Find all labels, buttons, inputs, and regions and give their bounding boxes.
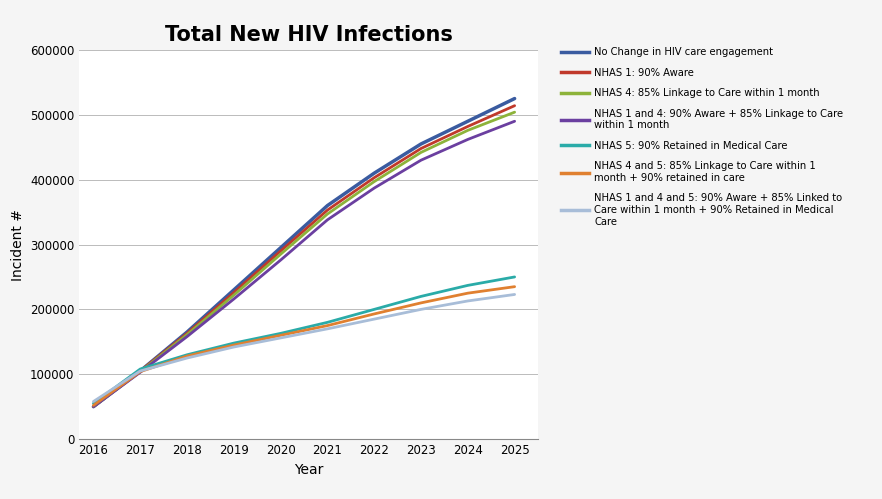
NHAS 1 and 4: 90% Aware + 85% Linkage to Care
within 1 month: (2.02e+03, 3.38e+05): 90% Aware + 85% Linkage to Care within 1… <box>322 217 333 223</box>
NHAS 1 and 4 and 5: 90% Aware + 85% Linked to
Care within 1 month + 90% Retained in Medical
Care: (2.02e+03, 2e+05): 90% Aware + 85% Linked to Care within 1 … <box>415 306 426 312</box>
NHAS 1 and 4: 90% Aware + 85% Linkage to Care
within 1 month: (2.02e+03, 2.76e+05): 90% Aware + 85% Linkage to Care within 1… <box>275 257 286 263</box>
NHAS 4: 85% Linkage to Care within 1 month: (2.02e+03, 5e+04): 85% Linkage to Care within 1 month: (2.0… <box>88 404 99 410</box>
No Change in HIV care engagement <box>415 141 426 147</box>
NHAS 4 and 5: 85% Linkage to Care within 1
month + 90% retained in care: (2.02e+03, 1.75e+05): 85% Linkage to Care within 1 month + 90%… <box>322 323 333 329</box>
NHAS 4: 85% Linkage to Care within 1 month: (2.02e+03, 3.47e+05): 85% Linkage to Care within 1 month: (2.0… <box>322 211 333 217</box>
NHAS 1: 90% Aware: (2.02e+03, 5e+04): 90% Aware: (2.02e+03, 5e+04) <box>88 404 99 410</box>
NHAS 5: 90% Retained in Medical Care: (2.02e+03, 1.08e+05): 90% Retained in Medical Care: (2.02e+03,… <box>135 366 146 372</box>
Line: NHAS 1: 90% Aware: NHAS 1: 90% Aware <box>93 106 514 407</box>
No Change in HIV care engagement <box>275 245 286 251</box>
NHAS 1: 90% Aware: (2.02e+03, 1.63e+05): 90% Aware: (2.02e+03, 1.63e+05) <box>182 330 192 336</box>
NHAS 1 and 4: 90% Aware + 85% Linkage to Care
within 1 month: (2.02e+03, 5e+04): 90% Aware + 85% Linkage to Care within 1… <box>88 404 99 410</box>
NHAS 4 and 5: 85% Linkage to Care within 1
month + 90% retained in care: (2.02e+03, 1.93e+05): 85% Linkage to Care within 1 month + 90%… <box>369 311 379 317</box>
NHAS 1 and 4 and 5: 90% Aware + 85% Linked to
Care within 1 month + 90% Retained in Medical
Care: (2.02e+03, 2.13e+05): 90% Aware + 85% Linked to Care within 1 … <box>462 298 473 304</box>
No Change in HIV care engagement <box>135 368 146 374</box>
NHAS 1 and 4: 90% Aware + 85% Linkage to Care
within 1 month: (2.02e+03, 1.58e+05): 90% Aware + 85% Linkage to Care within 1… <box>182 334 192 340</box>
NHAS 1: 90% Aware: (2.02e+03, 4.48e+05): 90% Aware: (2.02e+03, 4.48e+05) <box>415 146 426 152</box>
NHAS 1: 90% Aware: (2.02e+03, 3.53e+05): 90% Aware: (2.02e+03, 3.53e+05) <box>322 207 333 213</box>
NHAS 4 and 5: 85% Linkage to Care within 1
month + 90% retained in care: (2.02e+03, 5.2e+04): 85% Linkage to Care within 1 month + 90%… <box>88 402 99 408</box>
NHAS 1 and 4 and 5: 90% Aware + 85% Linked to
Care within 1 month + 90% Retained in Medical
Care: (2.02e+03, 1.85e+05): 90% Aware + 85% Linked to Care within 1 … <box>369 316 379 322</box>
NHAS 1: 90% Aware: (2.02e+03, 2.26e+05): 90% Aware: (2.02e+03, 2.26e+05) <box>228 289 239 295</box>
NHAS 4 and 5: 85% Linkage to Care within 1
month + 90% retained in care: (2.02e+03, 2.25e+05): 85% Linkage to Care within 1 month + 90%… <box>462 290 473 296</box>
NHAS 1 and 4 and 5: 90% Aware + 85% Linked to
Care within 1 month + 90% Retained in Medical
Care: (2.02e+03, 1.42e+05): 90% Aware + 85% Linked to Care within 1 … <box>228 344 239 350</box>
NHAS 1 and 4 and 5: 90% Aware + 85% Linked to
Care within 1 month + 90% Retained in Medical
Care: (2.02e+03, 1.05e+05): 90% Aware + 85% Linked to Care within 1 … <box>135 368 146 374</box>
NHAS 4 and 5: 85% Linkage to Care within 1
month + 90% retained in care: (2.02e+03, 2.35e+05): 85% Linkage to Care within 1 month + 90%… <box>509 283 519 289</box>
NHAS 1 and 4 and 5: 90% Aware + 85% Linked to
Care within 1 month + 90% Retained in Medical
Care: (2.02e+03, 1.7e+05): 90% Aware + 85% Linked to Care within 1 … <box>322 326 333 332</box>
Line: No Change in HIV care engagement: No Change in HIV care engagement <box>93 99 514 407</box>
NHAS 1 and 4: 90% Aware + 85% Linkage to Care
within 1 month: (2.02e+03, 3.87e+05): 90% Aware + 85% Linkage to Care within 1… <box>369 185 379 191</box>
NHAS 4: 85% Linkage to Care within 1 month: (2.02e+03, 3.97e+05): 85% Linkage to Care within 1 month: (2.0… <box>369 179 379 185</box>
NHAS 1 and 4 and 5: 90% Aware + 85% Linked to
Care within 1 month + 90% Retained in Medical
Care: (2.02e+03, 1.56e+05): 90% Aware + 85% Linked to Care within 1 … <box>275 335 286 341</box>
No Change in HIV care engagement <box>462 118 473 124</box>
Line: NHAS 1 and 4: 90% Aware + 85% Linkage to Care
within 1 month: NHAS 1 and 4: 90% Aware + 85% Linkage to… <box>93 121 514 407</box>
NHAS 1 and 4: 90% Aware + 85% Linkage to Care
within 1 month: (2.02e+03, 1.03e+05): 90% Aware + 85% Linkage to Care within 1… <box>135 369 146 375</box>
No Change in HIV care engagement <box>322 203 333 209</box>
NHAS 5: 90% Retained in Medical Care: (2.02e+03, 1.3e+05): 90% Retained in Medical Care: (2.02e+03,… <box>182 352 192 358</box>
NHAS 4: 85% Linkage to Care within 1 month: (2.02e+03, 2.85e+05): 85% Linkage to Care within 1 month: (2.0… <box>275 251 286 257</box>
NHAS 1 and 4: 90% Aware + 85% Linkage to Care
within 1 month: (2.02e+03, 2.16e+05): 90% Aware + 85% Linkage to Care within 1… <box>228 296 239 302</box>
X-axis label: Year: Year <box>294 463 324 477</box>
NHAS 1 and 4: 90% Aware + 85% Linkage to Care
within 1 month: (2.02e+03, 4.9e+05): 90% Aware + 85% Linkage to Care within 1… <box>509 118 519 124</box>
Line: NHAS 4 and 5: 85% Linkage to Care within 1
month + 90% retained in care: NHAS 4 and 5: 85% Linkage to Care within… <box>93 286 514 405</box>
NHAS 4: 85% Linkage to Care within 1 month: (2.02e+03, 4.76e+05): 85% Linkage to Care within 1 month: (2.0… <box>462 127 473 133</box>
NHAS 1: 90% Aware: (2.02e+03, 4.03e+05): 90% Aware: (2.02e+03, 4.03e+05) <box>369 175 379 181</box>
Line: NHAS 1 and 4 and 5: 90% Aware + 85% Linked to
Care within 1 month + 90% Retained in Medical
Care: NHAS 1 and 4 and 5: 90% Aware + 85% Link… <box>93 294 514 402</box>
NHAS 4 and 5: 85% Linkage to Care within 1
month + 90% retained in care: (2.02e+03, 1.28e+05): 85% Linkage to Care within 1 month + 90%… <box>182 353 192 359</box>
NHAS 1: 90% Aware: (2.02e+03, 5.14e+05): 90% Aware: (2.02e+03, 5.14e+05) <box>509 103 519 109</box>
No Change in HIV care engagement <box>509 96 519 102</box>
NHAS 1 and 4 and 5: 90% Aware + 85% Linked to
Care within 1 month + 90% Retained in Medical
Care: (2.02e+03, 1.25e+05): 90% Aware + 85% Linked to Care within 1 … <box>182 355 192 361</box>
NHAS 1: 90% Aware: (2.02e+03, 1.05e+05): 90% Aware: (2.02e+03, 1.05e+05) <box>135 368 146 374</box>
No Change in HIV care engagement <box>88 404 99 410</box>
NHAS 5: 90% Retained in Medical Care: (2.02e+03, 2.2e+05): 90% Retained in Medical Care: (2.02e+03,… <box>415 293 426 299</box>
NHAS 5: 90% Retained in Medical Care: (2.02e+03, 1.48e+05): 90% Retained in Medical Care: (2.02e+03,… <box>228 340 239 346</box>
No Change in HIV care engagement <box>182 329 192 335</box>
Line: NHAS 4: 85% Linkage to Care within 1 month: NHAS 4: 85% Linkage to Care within 1 mon… <box>93 112 514 407</box>
Legend: No Change in HIV care engagement, NHAS 1: 90% Aware, NHAS 4: 85% Linkage to Care: No Change in HIV care engagement, NHAS 1… <box>561 47 843 227</box>
NHAS 4 and 5: 85% Linkage to Care within 1
month + 90% retained in care: (2.02e+03, 2.1e+05): 85% Linkage to Care within 1 month + 90%… <box>415 300 426 306</box>
NHAS 4 and 5: 85% Linkage to Care within 1
month + 90% retained in care: (2.02e+03, 1.6e+05): 85% Linkage to Care within 1 month + 90%… <box>275 332 286 338</box>
NHAS 4: 85% Linkage to Care within 1 month: (2.02e+03, 1.61e+05): 85% Linkage to Care within 1 month: (2.0… <box>182 332 192 338</box>
NHAS 5: 90% Retained in Medical Care: (2.02e+03, 5.5e+04): 90% Retained in Medical Care: (2.02e+03,… <box>88 400 99 406</box>
NHAS 5: 90% Retained in Medical Care: (2.02e+03, 2.5e+05): 90% Retained in Medical Care: (2.02e+03,… <box>509 274 519 280</box>
NHAS 5: 90% Retained in Medical Care: (2.02e+03, 2.37e+05): 90% Retained in Medical Care: (2.02e+03,… <box>462 282 473 288</box>
NHAS 5: 90% Retained in Medical Care: (2.02e+03, 2e+05): 90% Retained in Medical Care: (2.02e+03,… <box>369 306 379 312</box>
NHAS 1: 90% Aware: (2.02e+03, 2.9e+05): 90% Aware: (2.02e+03, 2.9e+05) <box>275 248 286 254</box>
NHAS 4 and 5: 85% Linkage to Care within 1
month + 90% retained in care: (2.02e+03, 1.45e+05): 85% Linkage to Care within 1 month + 90%… <box>228 342 239 348</box>
NHAS 1 and 4 and 5: 90% Aware + 85% Linked to
Care within 1 month + 90% Retained in Medical
Care: (2.02e+03, 2.23e+05): 90% Aware + 85% Linked to Care within 1 … <box>509 291 519 297</box>
NHAS 5: 90% Retained in Medical Care: (2.02e+03, 1.8e+05): 90% Retained in Medical Care: (2.02e+03,… <box>322 319 333 325</box>
NHAS 1 and 4 and 5: 90% Aware + 85% Linked to
Care within 1 month + 90% Retained in Medical
Care: (2.02e+03, 5.8e+04): 90% Aware + 85% Linked to Care within 1 … <box>88 399 99 405</box>
NHAS 4: 85% Linkage to Care within 1 month: (2.02e+03, 5.04e+05): 85% Linkage to Care within 1 month: (2.0… <box>509 109 519 115</box>
NHAS 1 and 4: 90% Aware + 85% Linkage to Care
within 1 month: (2.02e+03, 4.62e+05): 90% Aware + 85% Linkage to Care within 1… <box>462 136 473 142</box>
NHAS 4: 85% Linkage to Care within 1 month: (2.02e+03, 2.22e+05): 85% Linkage to Care within 1 month: (2.0… <box>228 292 239 298</box>
NHAS 4: 85% Linkage to Care within 1 month: (2.02e+03, 4.42e+05): 85% Linkage to Care within 1 month: (2.0… <box>415 149 426 155</box>
NHAS 1 and 4: 90% Aware + 85% Linkage to Care
within 1 month: (2.02e+03, 4.3e+05): 90% Aware + 85% Linkage to Care within 1… <box>415 157 426 163</box>
NHAS 1: 90% Aware: (2.02e+03, 4.82e+05): 90% Aware: (2.02e+03, 4.82e+05) <box>462 123 473 129</box>
Y-axis label: Incident #: Incident # <box>11 209 25 280</box>
NHAS 4 and 5: 85% Linkage to Care within 1
month + 90% retained in care: (2.02e+03, 1.04e+05): 85% Linkage to Care within 1 month + 90%… <box>135 369 146 375</box>
Text: Total New HIV Infections: Total New HIV Infections <box>165 25 452 45</box>
No Change in HIV care engagement <box>369 170 379 176</box>
NHAS 4: 85% Linkage to Care within 1 month: (2.02e+03, 1.04e+05): 85% Linkage to Care within 1 month: (2.0… <box>135 369 146 375</box>
Line: NHAS 5: 90% Retained in Medical Care: NHAS 5: 90% Retained in Medical Care <box>93 277 514 403</box>
No Change in HIV care engagement <box>228 287 239 293</box>
NHAS 5: 90% Retained in Medical Care: (2.02e+03, 1.63e+05): 90% Retained in Medical Care: (2.02e+03,… <box>275 330 286 336</box>
